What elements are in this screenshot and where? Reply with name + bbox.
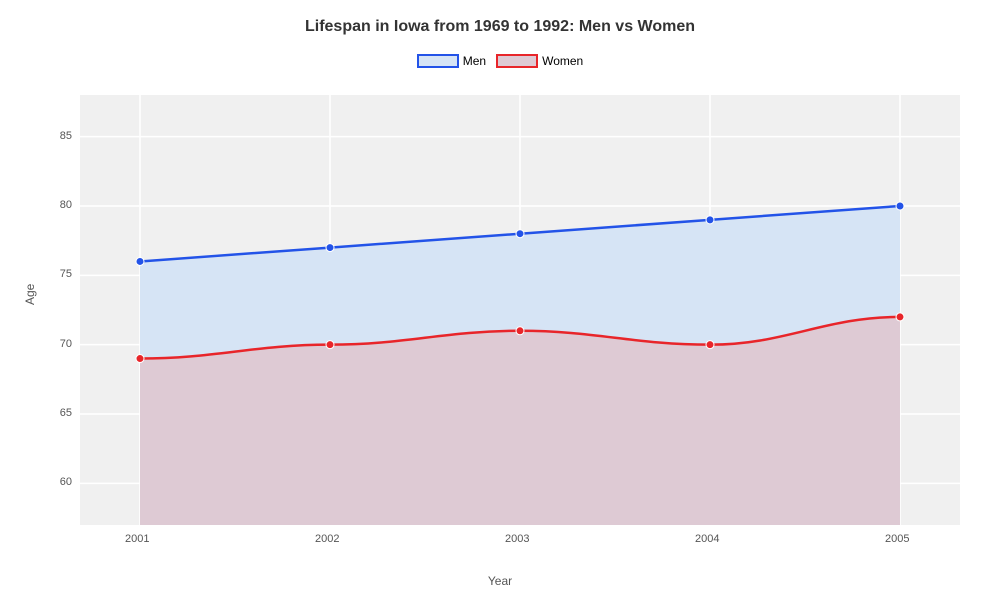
- x-tick-label: 2002: [315, 533, 339, 545]
- legend-box-men: [417, 54, 459, 68]
- chart-container: Lifespan in Iowa from 1969 to 1992: Men …: [0, 0, 1000, 600]
- legend: Men Women: [0, 54, 1000, 68]
- legend-label-men: Men: [463, 54, 486, 68]
- y-tick-label: 80: [42, 199, 72, 211]
- marker-women: [136, 355, 144, 363]
- legend-item-men: Men: [417, 54, 486, 68]
- legend-item-women: Women: [496, 54, 583, 68]
- marker-men: [706, 216, 714, 224]
- x-tick-label: 2003: [505, 533, 529, 545]
- marker-women: [516, 327, 524, 335]
- y-tick-label: 65: [42, 407, 72, 419]
- y-axis-label: Age: [23, 284, 37, 305]
- legend-label-women: Women: [542, 54, 583, 68]
- marker-men: [136, 257, 144, 265]
- marker-men: [896, 202, 904, 210]
- chart-title: Lifespan in Iowa from 1969 to 1992: Men …: [0, 0, 1000, 36]
- x-tick-label: 2005: [885, 533, 909, 545]
- plot-area: [80, 95, 960, 525]
- legend-box-women: [496, 54, 538, 68]
- y-tick-label: 70: [42, 338, 72, 350]
- y-tick-label: 75: [42, 268, 72, 280]
- x-tick-label: 2004: [695, 533, 719, 545]
- marker-men: [326, 244, 334, 252]
- y-tick-label: 60: [42, 476, 72, 488]
- marker-women: [326, 341, 334, 349]
- marker-women: [896, 313, 904, 321]
- y-tick-label: 85: [42, 130, 72, 142]
- marker-women: [706, 341, 714, 349]
- x-axis-label: Year: [488, 574, 512, 588]
- marker-men: [516, 230, 524, 238]
- plot-svg: [80, 95, 960, 525]
- x-tick-label: 2001: [125, 533, 149, 545]
